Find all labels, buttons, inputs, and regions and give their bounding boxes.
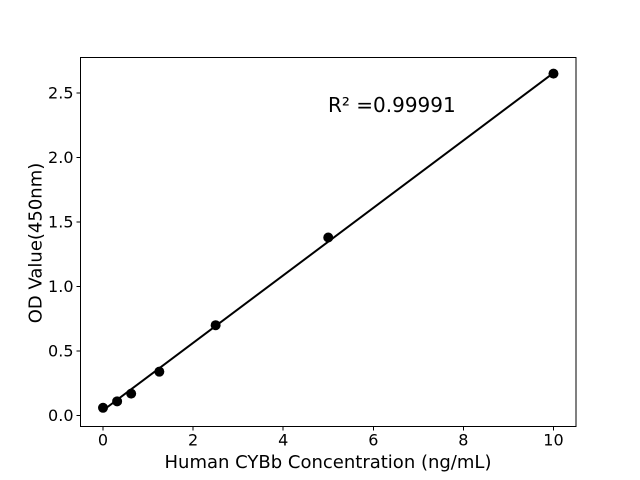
x-axis-ticks: 0 2 4 6 8 10: [98, 426, 564, 450]
x-tick-label: 2: [188, 431, 198, 450]
y-tick-label: 2.5: [48, 83, 73, 102]
y-tick-label: 1.0: [48, 277, 73, 296]
y-tick-label: 0.0: [48, 406, 73, 425]
x-tick-label: 6: [368, 431, 378, 450]
plot-border: [80, 57, 577, 427]
y-tick-label: 2.0: [48, 148, 73, 167]
data-point: [548, 68, 559, 79]
y-tick-label: 1.5: [48, 213, 73, 232]
r-squared-annotation: R² =0.99991: [328, 93, 456, 117]
x-axis-title: Human CYBb Concentration (ng/mL): [164, 452, 492, 473]
data-point: [323, 232, 334, 243]
data-point: [126, 388, 137, 399]
data-point: [112, 396, 123, 407]
data-point: [98, 402, 109, 413]
x-tick-label: 10: [543, 431, 563, 450]
data-point: [210, 320, 221, 331]
data-point: [154, 366, 165, 377]
y-axis-ticks: 0.0 0.5 1.0 1.5 2.0 2.5: [48, 83, 81, 425]
y-tick-label: 0.5: [48, 342, 73, 361]
data-series: [98, 68, 559, 413]
x-tick-label: 4: [278, 431, 288, 450]
x-tick-label: 8: [458, 431, 468, 450]
y-axis-title: OD Value(450nm): [25, 162, 47, 324]
x-tick-label: 0: [98, 431, 108, 450]
